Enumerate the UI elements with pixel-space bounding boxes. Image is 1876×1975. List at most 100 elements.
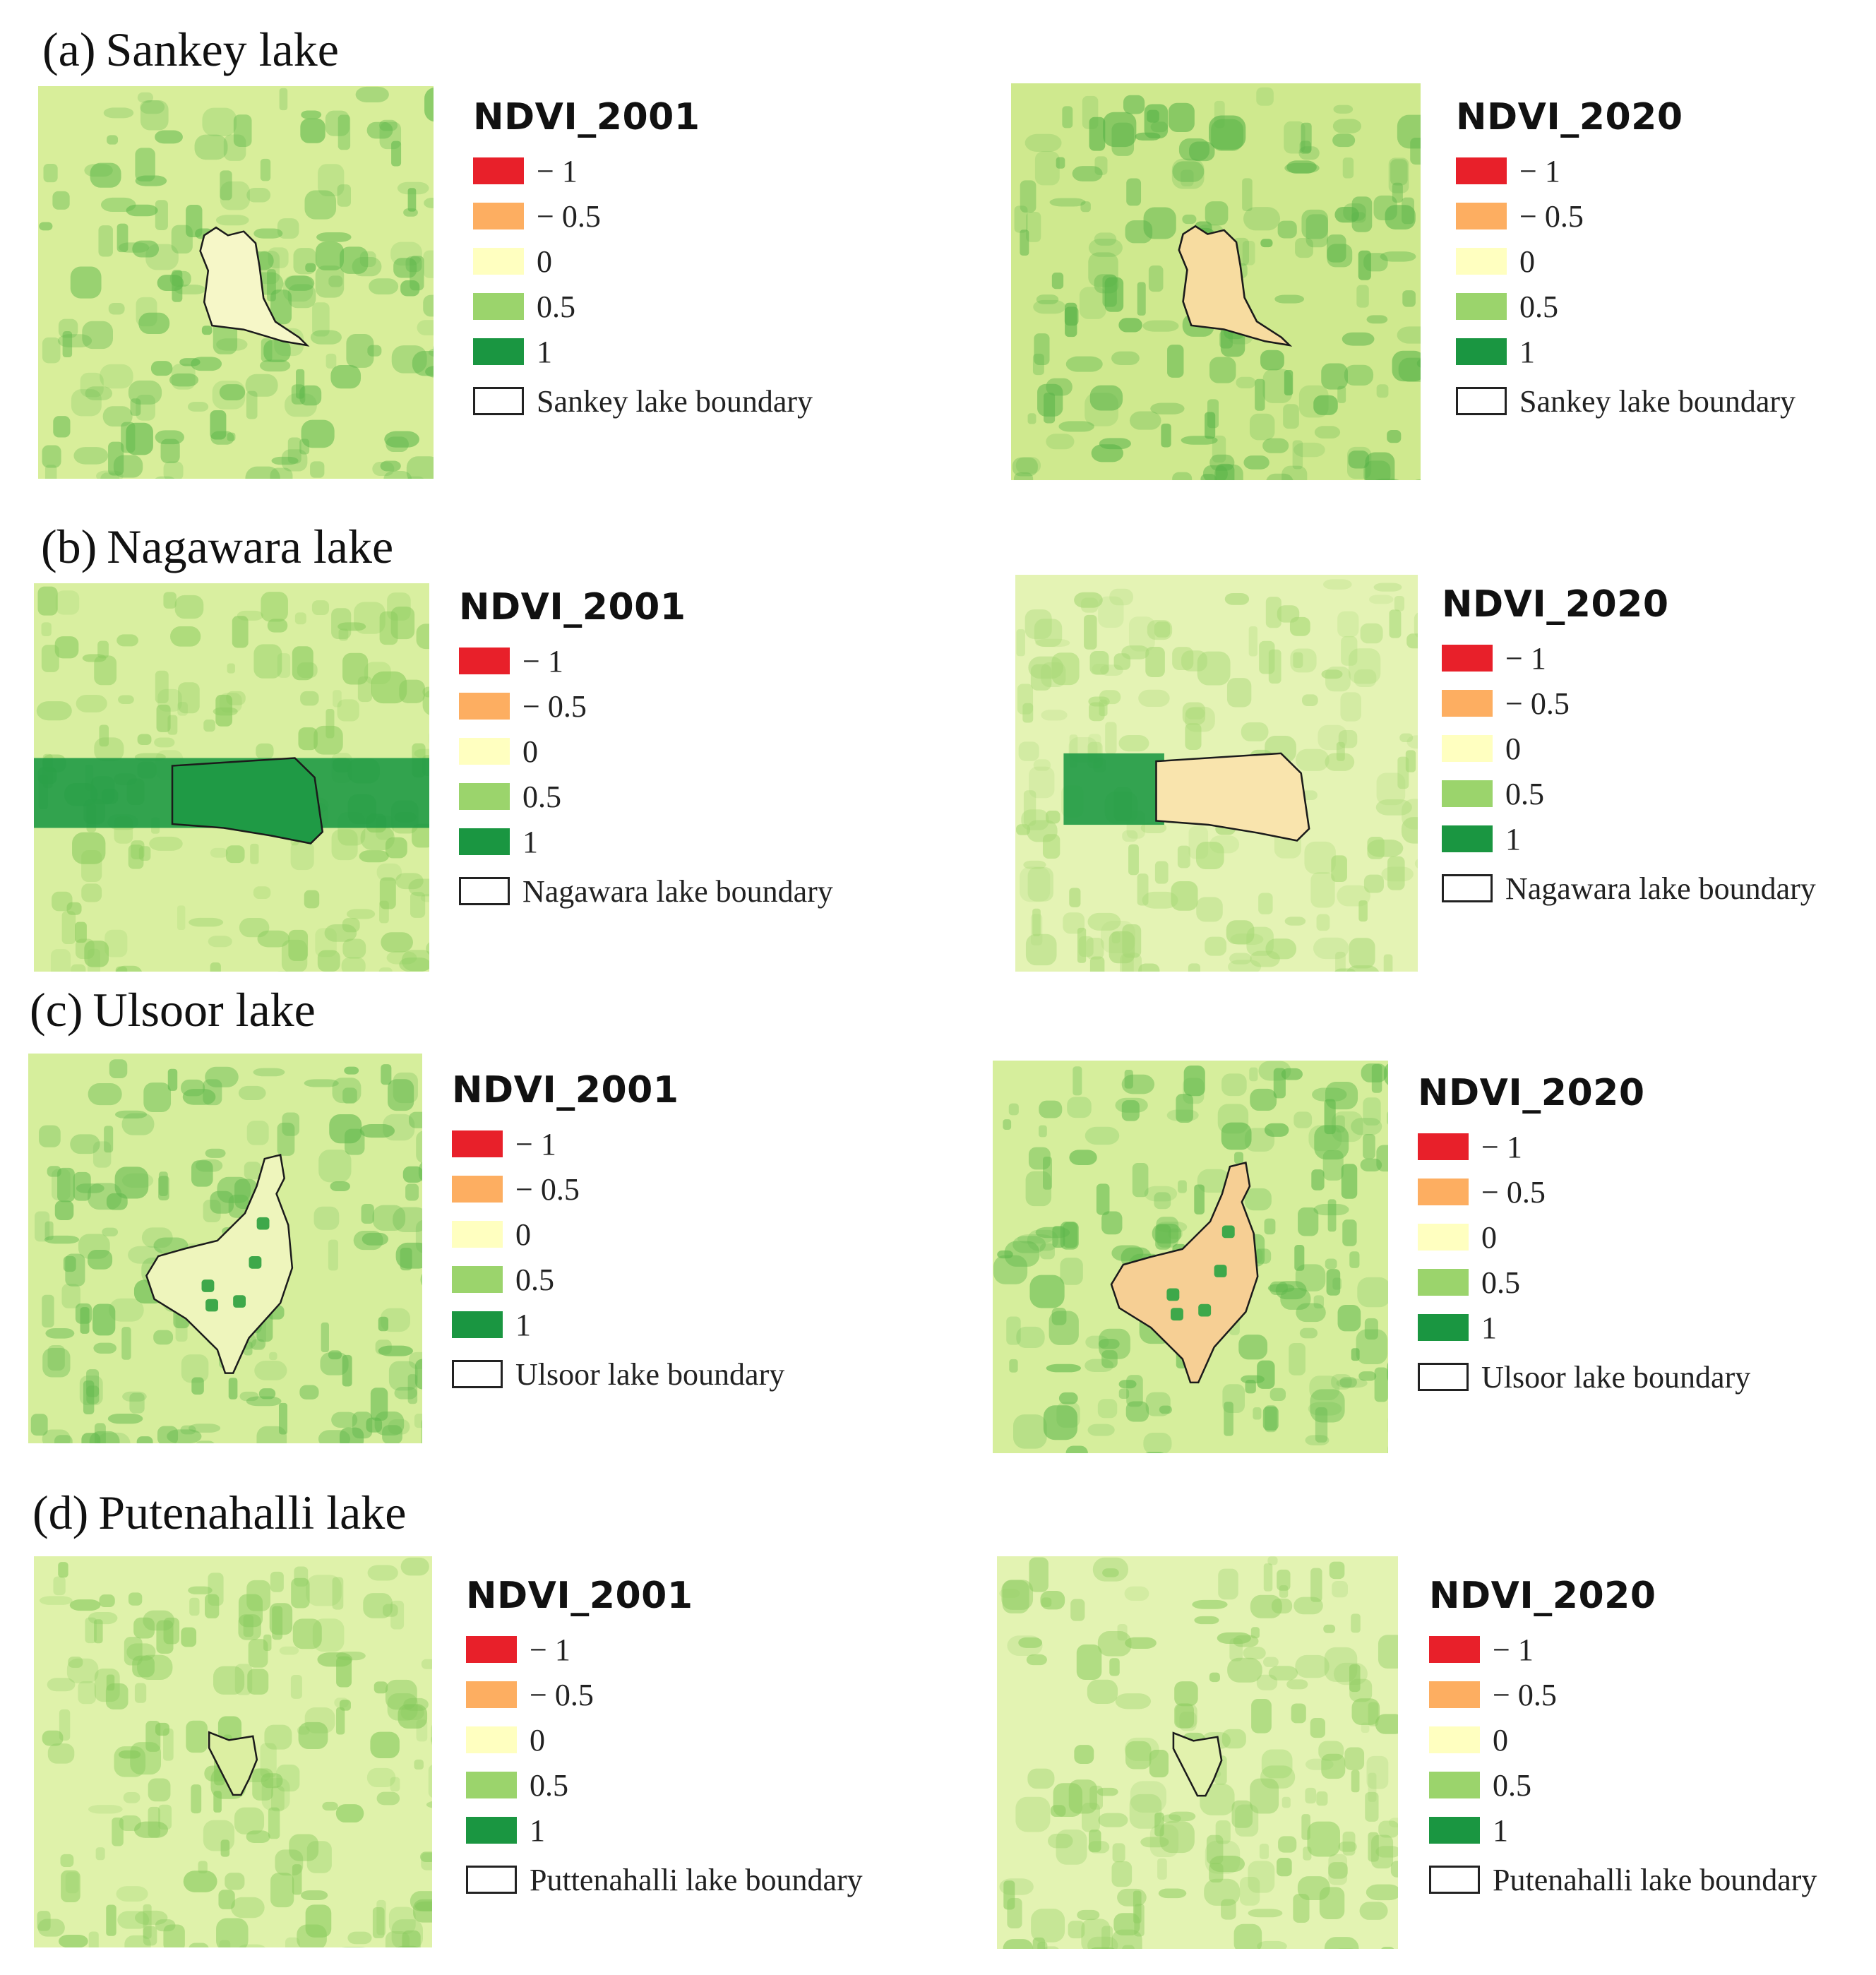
lake-boundary	[208, 1731, 258, 1796]
vegetation-patch	[1003, 1119, 1012, 1130]
vegetation-patch	[85, 1617, 97, 1644]
vegetation-patch	[1221, 1729, 1246, 1749]
vegetation-patch	[117, 1911, 150, 1929]
vegetation-patch	[1172, 161, 1205, 182]
vegetation-patch	[124, 1637, 143, 1666]
vegetation-patch	[225, 1873, 245, 1890]
vegetation-patch	[65, 1872, 79, 1894]
legend-row-0: 0	[1442, 726, 1876, 771]
vegetation-patch	[263, 340, 291, 362]
vegetation-patch	[1041, 1597, 1052, 1607]
vegetation-patch	[1289, 616, 1310, 636]
legend-nagawara-2020: NDVI_2020 − 1 − 0.5 0 0.5 1 Nagawara lak…	[1442, 586, 1876, 911]
vegetation-patch	[391, 1919, 423, 1947]
vegetation-patch	[1262, 1657, 1279, 1667]
vegetation-patch	[1032, 908, 1041, 936]
vegetation-patch	[337, 114, 351, 150]
legend-title: NDVI_2020	[1456, 96, 1683, 138]
vegetation-patch	[1401, 817, 1418, 844]
vegetation-patch	[246, 390, 258, 419]
vegetation-patch	[1182, 702, 1206, 725]
vegetation-patch	[394, 1387, 417, 1400]
vegetation-patch	[219, 693, 242, 713]
swatch-yellow	[452, 1221, 503, 1248]
vegetation-patch	[1260, 350, 1284, 371]
vegetation-patch	[1145, 1392, 1171, 1416]
vegetation-patch	[1351, 1698, 1380, 1725]
vegetation-patch	[128, 1246, 164, 1264]
boundary-swatch	[1456, 387, 1507, 415]
vegetation-patch	[137, 734, 152, 746]
vegetation-patch	[1224, 592, 1250, 605]
vegetation-patch	[254, 1361, 287, 1380]
vegetation-patch	[1227, 960, 1262, 972]
vegetation-patch	[329, 1114, 362, 1144]
swatch-yellow	[466, 1726, 517, 1753]
vegetation-patch	[1373, 583, 1402, 592]
vegetation-patch	[141, 1227, 173, 1248]
vegetation-patch	[342, 652, 369, 685]
vegetation-patch	[1039, 1100, 1063, 1118]
vegetation-patch	[1344, 364, 1374, 386]
vegetation-patch	[1277, 1857, 1292, 1877]
vegetation-patch	[37, 586, 58, 616]
vegetation-patch	[1102, 1568, 1119, 1577]
swatch-yellow	[459, 738, 510, 765]
vegetation-patch	[312, 302, 330, 337]
vegetation-patch	[1185, 708, 1205, 720]
vegetation-patch	[1323, 1624, 1336, 1633]
vegetation-patch	[372, 1907, 385, 1938]
legend-row-0-5: 0.5	[1456, 284, 1876, 329]
vegetation-patch	[1256, 87, 1274, 106]
vegetation-patch	[1221, 1899, 1236, 1920]
section-title-a: (a) Sankey lake	[42, 23, 339, 76]
vegetation-patch	[1129, 411, 1161, 430]
vegetation-patch	[1324, 1937, 1359, 1949]
vegetation-patch	[1014, 205, 1028, 233]
vegetation-patch	[210, 962, 221, 972]
vegetation-patch	[395, 1242, 422, 1269]
vegetation-patch	[238, 1944, 265, 1947]
vegetation-patch	[88, 1805, 123, 1814]
lake-island	[233, 1295, 246, 1308]
swatch-dark-green	[1418, 1314, 1469, 1341]
vegetation-patch	[232, 616, 249, 648]
vegetation-patch	[52, 1169, 71, 1200]
vegetation-patch	[100, 364, 133, 389]
vegetation-patch	[1381, 866, 1414, 882]
vegetation-patch	[1410, 137, 1421, 165]
vegetation-patch	[290, 1675, 302, 1699]
vegetation-patch	[239, 917, 270, 938]
vegetation-patch	[177, 701, 188, 716]
vegetation-patch	[301, 110, 322, 119]
vegetation-patch	[1101, 1926, 1113, 1949]
vegetation-patch	[1329, 1561, 1345, 1580]
vegetation-patch	[1121, 1074, 1155, 1094]
vegetation-patch	[1222, 1384, 1245, 1414]
vegetation-patch	[1032, 353, 1044, 376]
vegetation-patch	[88, 1250, 113, 1270]
vegetation-patch	[1172, 472, 1193, 480]
vegetation-patch	[1016, 824, 1031, 835]
vegetation-patch	[1325, 667, 1351, 692]
vegetation-patch	[88, 1083, 122, 1106]
vegetation-patch	[135, 148, 155, 182]
swatch-light-green	[1418, 1269, 1469, 1296]
vegetation-patch	[106, 1904, 116, 1936]
vegetation-patch	[1333, 105, 1354, 114]
vegetation-patch	[261, 592, 288, 622]
vegetation-patch	[1292, 440, 1303, 470]
vegetation-patch	[1101, 1350, 1118, 1368]
vegetation-patch	[137, 1654, 173, 1681]
vegetation-patch	[1155, 1224, 1171, 1250]
vegetation-patch	[1063, 912, 1085, 934]
swatch-orange	[459, 693, 510, 720]
vegetation-patch	[299, 385, 322, 406]
vegetation-patch	[1283, 404, 1299, 429]
vegetation-patch	[383, 471, 412, 479]
swatch-light-green	[452, 1266, 503, 1293]
vegetation-patch	[158, 1171, 168, 1197]
vegetation-patch	[231, 1897, 265, 1919]
vegetation-patch	[1089, 385, 1123, 411]
vegetation-patch	[1062, 106, 1073, 129]
